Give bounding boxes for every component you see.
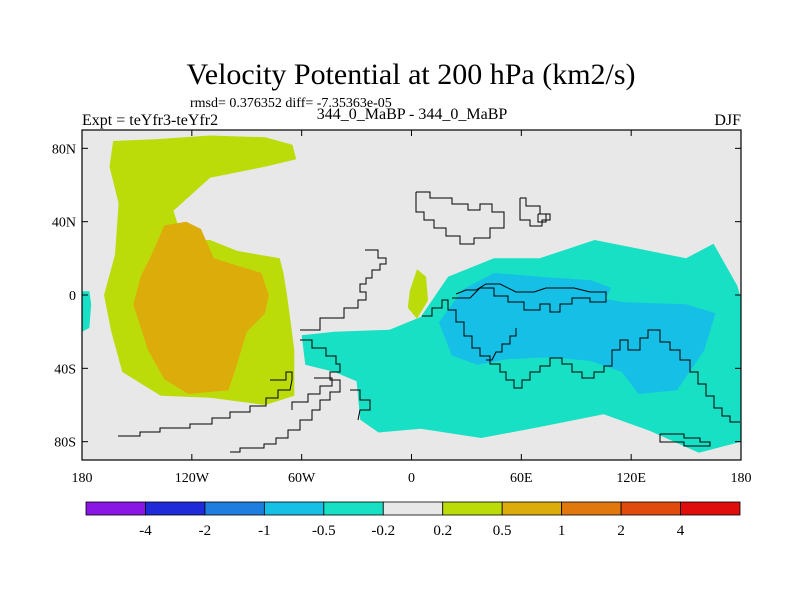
coastline-arctic-islands [519,197,551,227]
coastline-greenland [415,191,505,245]
colorbar-label: -4 [139,523,152,539]
coastline-africa-east [452,283,607,313]
coastline-island-small [537,213,547,223]
colorbar-label: 2 [617,523,625,539]
colorbar-swatch [323,501,384,516]
region-pacific-positive-0.5-1 [133,221,269,394]
region-indo-pacific-negative-0.5-1 [439,273,716,394]
coastline-ridge [486,328,517,361]
x-tick-label: 180 [731,471,752,486]
coastline-southern-cone [118,371,293,437]
x-tick-label: 120E [616,471,646,486]
coastline-outlines [118,191,740,453]
experiment-label: Expt = teYfr3-teYfr2 [82,112,218,129]
colorbar-label: 0.2 [433,523,452,539]
colorbar-label: -0.2 [371,523,395,539]
coastline-south-america [230,339,341,453]
colorbar-swatch [620,501,681,516]
colorbar-label: 0.5 [493,523,512,539]
coastline-africa [422,299,740,423]
x-tick-label: 60W [288,471,316,486]
colorbar-swatch [680,501,741,516]
colorbar-swatch [561,501,622,516]
colorbar-label: -0.5 [312,523,336,539]
rmsd-diff-stats: rmsd= 0.376352 diff= -7.35363e-05 [190,96,392,111]
colorbar-swatch [85,501,146,516]
period-subtitle: 344_0_MaBP - 344_0_MaBP [317,106,508,123]
season-label: DJF [714,112,741,129]
colorbar-label: -1 [258,523,271,539]
colorbar-swatch [204,501,265,516]
coastline-gulf [350,389,371,421]
y-tick-label: 80S [54,436,76,451]
x-tick-label: 180 [72,471,93,486]
x-tick-label: 60E [510,471,533,486]
chart-title: Velocity Potential at 200 hPa (km2/s) [186,58,635,91]
colorbar: -4 -2 -1 -0.5 -0.2 0.2 0.5 1 2 4 [85,501,741,539]
y-tick-label: 40N [52,216,76,231]
coastline-southern-bend [291,377,333,410]
contour-regions [82,135,741,453]
region-atlantic-positive-0.2-0.5 [407,269,428,319]
colorbar-label: 1 [558,523,566,539]
colorbar-label: -2 [199,523,212,539]
y-tick-label: 80N [52,142,76,157]
x-tick-label: 0 [408,471,415,486]
colorbar-label: 4 [677,523,685,539]
colorbar-swatch [382,501,444,516]
colorbar-swatch [501,501,563,516]
colorbar-swatch [145,501,206,516]
coastline-australia-south [659,433,711,447]
x-tick-label: 120W [175,471,210,486]
colorbar-swatch [263,501,325,516]
y-tick-label: 0 [69,289,76,304]
map-panel [81,129,742,461]
x-axis: 180 120W 60W 0 60E 120E 180 [72,130,752,486]
colorbar-swatch [442,501,503,516]
region-western-edge-negative [82,291,92,332]
coastline-north-america [300,249,387,331]
y-tick-label: 40S [54,362,76,377]
y-axis: 80N 40N 0 40S 80S [52,142,741,451]
